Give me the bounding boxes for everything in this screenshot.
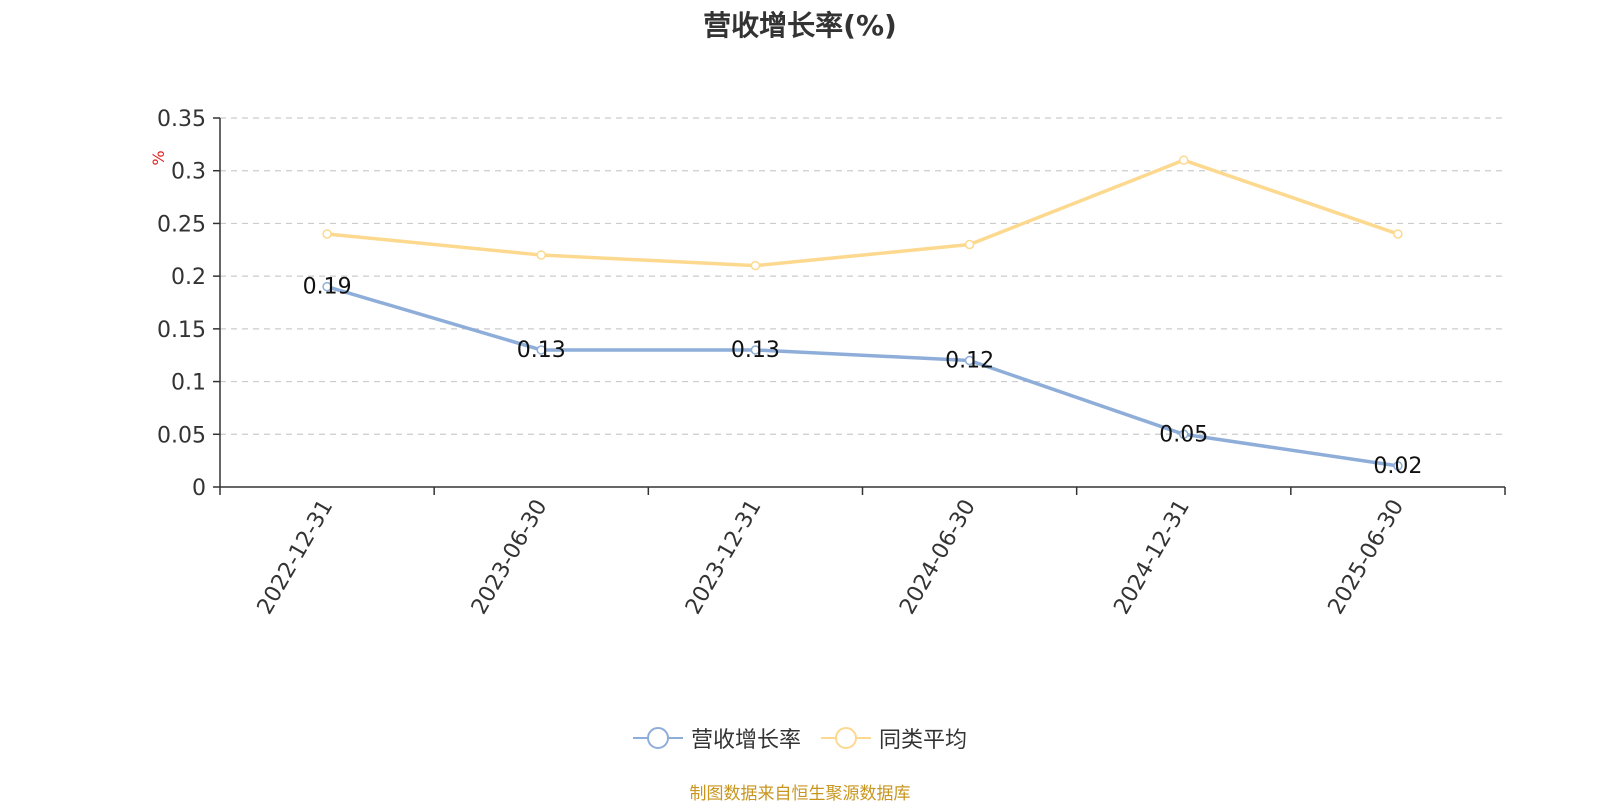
x-tick-label: 2022-12-31 [253, 496, 339, 619]
legend-marker-icon [821, 727, 871, 749]
y-tick-label: 0.1 [171, 371, 206, 396]
y-tick-label: 0.35 [157, 107, 206, 132]
legend-label: 同类平均 [879, 728, 968, 753]
data-point [536, 250, 546, 260]
x-tick-label: 2023-12-31 [681, 496, 767, 619]
data-point [964, 239, 975, 250]
chart-title: 营收增长率(%) [703, 9, 897, 42]
data-label: 0.12 [945, 348, 994, 373]
data-point [322, 229, 332, 239]
data-label: 0.13 [731, 338, 780, 363]
axes: 0 0.05 0.1 0.15 0.2 0.25 0.3 0.35% 2022-12-31 202… [149, 107, 1506, 619]
y-tick-label: 0.3 [171, 160, 206, 185]
data-label: 0.02 [1373, 454, 1422, 479]
data-label: 0.13 [517, 338, 566, 363]
data-point [1179, 429, 1189, 440]
x-tick-label: 2024-06-30 [895, 496, 981, 619]
y-tick-label: 0.05 [157, 423, 206, 448]
legend-item-peer-average[interactable]: 同类平均 [821, 722, 967, 754]
y-tick-label: 0.25 [157, 212, 206, 237]
grid-lines [220, 117, 1505, 435]
data-label: 0.19 [303, 275, 352, 300]
data-point [1179, 155, 1189, 165]
legend-item-revenue-growth[interactable]: 营收增长率 [632, 722, 801, 754]
y-tick-label: 0.2 [171, 265, 206, 290]
y-tick-label: 0.15 [157, 318, 206, 343]
x-tick-label: 2023-06-30 [467, 496, 553, 619]
source-note: 制图数据来自恒生聚源数据库 [689, 784, 911, 804]
legend-marker-icon [632, 727, 683, 749]
data-point [750, 260, 761, 271]
legend: 营收增长率 同类平均 [0, 722, 1600, 754]
x-tick-label: 2025-06-30 [1324, 496, 1410, 619]
series-line [326, 158, 1399, 268]
series-line [326, 285, 1399, 468]
data-label: 0.05 [1159, 422, 1208, 447]
data-point [750, 345, 761, 355]
data-labels: 0.19 0.13 0.13 0.12 0.05 0.02 [303, 275, 1423, 479]
y-axis-label: % [149, 150, 168, 165]
y-tick-label: 0 [192, 476, 206, 501]
series-lines [322, 155, 1403, 471]
data-point [1393, 229, 1403, 239]
x-tick-label: 2024-12-31 [1109, 496, 1195, 619]
data-point [964, 355, 975, 366]
data-point [536, 345, 546, 355]
data-point [1393, 461, 1403, 471]
data-point [322, 281, 332, 292]
legend-label: 营收增长率 [690, 728, 801, 753]
